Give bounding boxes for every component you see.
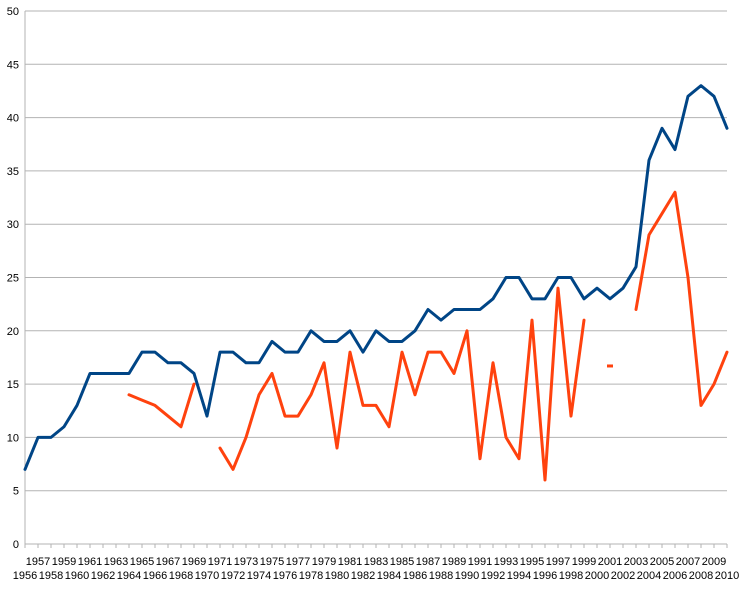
y-tick-label: 20 — [7, 326, 19, 338]
series-2-line — [634, 190, 729, 407]
x-tick-label: 1979 — [312, 556, 336, 568]
x-tick-label: 1959 — [52, 556, 76, 568]
x-tick-label: 2002 — [611, 570, 635, 582]
x-tick-label: 1970 — [195, 570, 219, 582]
x-tick-label: 1994 — [507, 570, 531, 582]
x-tick-label: 1974 — [247, 570, 271, 582]
y-tick-label: 25 — [7, 273, 19, 285]
x-tick-label: 2003 — [624, 556, 648, 568]
series-2-line — [218, 286, 586, 482]
x-tick-label: 1977 — [286, 556, 310, 568]
x-tick-label: 1960 — [65, 570, 89, 582]
x-tick-label: 1966 — [143, 570, 167, 582]
y-tick-label: 40 — [7, 113, 19, 125]
x-tick-label: 1978 — [299, 570, 323, 582]
x-tick-label: 1958 — [39, 570, 63, 582]
x-tick-label: 1964 — [117, 570, 141, 582]
x-tick-label: 1971 — [208, 556, 232, 568]
x-tick-label: 1992 — [481, 570, 505, 582]
x-tick-label: 1990 — [455, 570, 479, 582]
series-1-line — [23, 84, 729, 471]
x-tick-label: 1982 — [351, 570, 375, 582]
x-tick-label: 1976 — [273, 570, 297, 582]
y-tick-label: 35 — [7, 166, 19, 178]
x-tick-label: 1972 — [221, 570, 245, 582]
x-tick-label: 1967 — [156, 556, 180, 568]
x-tick-label: 1998 — [559, 570, 583, 582]
x-tick-label: 1981 — [338, 556, 362, 568]
y-tick-label: 30 — [7, 219, 19, 231]
x-tick-label: 1956 — [13, 570, 37, 582]
x-tick-label: 1993 — [494, 556, 518, 568]
x-tick-label: 1984 — [377, 570, 401, 582]
x-tick-label: 1968 — [169, 570, 193, 582]
x-tick-label: 1980 — [325, 570, 349, 582]
y-tick-label: 45 — [7, 59, 19, 71]
x-tick-label: 1975 — [260, 556, 284, 568]
x-tick-label: 1988 — [429, 570, 453, 582]
y-tick-label: 5 — [13, 486, 19, 498]
x-tick-label: 1957 — [26, 556, 50, 568]
x-tick-label: 1963 — [104, 556, 128, 568]
y-tick-label: 10 — [7, 432, 19, 444]
x-tick-label: 1985 — [390, 556, 414, 568]
x-tick-label: 1989 — [442, 556, 466, 568]
x-tick-label: 1962 — [91, 570, 115, 582]
y-tick-label: 0 — [13, 539, 19, 551]
x-tick-label: 2007 — [676, 556, 700, 568]
x-tick-label: 1983 — [364, 556, 388, 568]
x-tick-label: 1991 — [468, 556, 492, 568]
x-tick-label: 1965 — [130, 556, 154, 568]
y-tick-label: 50 — [7, 6, 19, 18]
x-tick-label: 2005 — [650, 556, 674, 568]
x-tick-label: 2008 — [689, 570, 713, 582]
x-tick-label: 2006 — [663, 570, 687, 582]
x-tick-label: 1997 — [546, 556, 570, 568]
x-tick-label: 2004 — [637, 570, 661, 582]
x-tick-label: 1995 — [520, 556, 544, 568]
x-tick-label: 2009 — [702, 556, 726, 568]
x-tick-label: 1961 — [78, 556, 102, 568]
series-2-line — [127, 382, 196, 429]
y-tick-label: 15 — [7, 379, 19, 391]
x-tick-label: 1969 — [182, 556, 206, 568]
x-tick-label: 1973 — [234, 556, 258, 568]
x-tick-label: 1987 — [416, 556, 440, 568]
x-tick-label: 2000 — [585, 570, 609, 582]
x-tick-label: 1999 — [572, 556, 596, 568]
x-tick-label: 1986 — [403, 570, 427, 582]
x-tick-label: 2001 — [598, 556, 622, 568]
x-tick-label: 1996 — [533, 570, 557, 582]
x-tick-label: 2010 — [715, 570, 739, 582]
